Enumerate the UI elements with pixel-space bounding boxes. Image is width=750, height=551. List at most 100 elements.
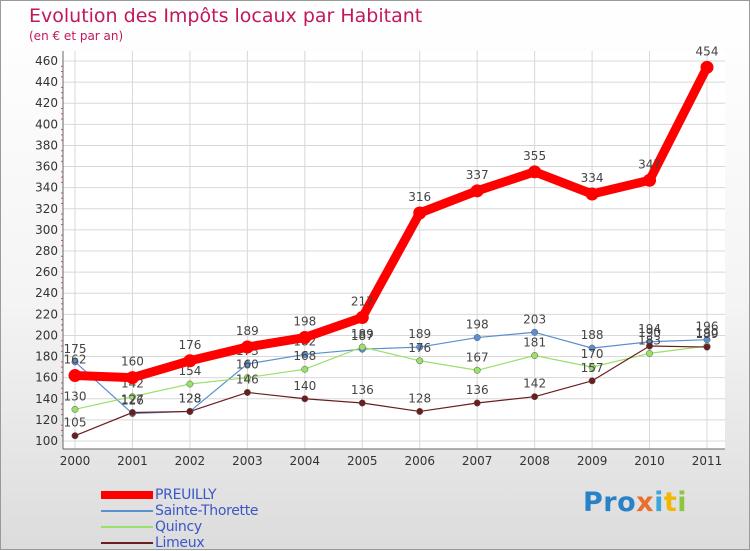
data-label-quincy-2009: 170 [581,347,604,361]
data-point-preuilly-2000 [68,369,82,383]
data-point-preuilly-2002 [183,354,197,368]
proxiti-logo: Proxiti [583,487,688,518]
data-label-sainte-thorette-2002: 128 [178,391,201,405]
legend: PREUILLY Sainte-Thorette Quincy Limeux [101,487,259,551]
data-label-limeux-2004: 140 [293,379,316,393]
data-label-sainte-thorette-2008: 203 [523,312,546,326]
data-point-preuilly-2011 [700,60,714,74]
series-line-quincy [74,345,708,410]
legend-label-quincy: Quincy [155,519,202,535]
data-point-limeux-2004 [301,395,309,403]
data-label-sainte-thorette-2006: 189 [408,327,431,341]
data-label-sainte-thorette-2005: 187 [351,329,374,343]
data-label-preuilly-2005: 217 [351,295,374,309]
x-tick-label-2000: 2000 [60,454,91,468]
x-tick-label-2004: 2004 [290,454,321,468]
legend-swatch-quincy [101,526,153,528]
x-tick-label-2006: 2006 [404,454,435,468]
data-point-quincy-2003 [243,374,251,382]
x-tick-label-2002: 2002 [175,454,206,468]
legend-item-preuilly: PREUILLY [101,487,258,503]
data-point-preuilly-2007 [470,184,484,198]
data-label-quincy-2007: 167 [466,350,489,364]
data-label-limeux-2008: 142 [523,377,546,391]
data-point-quincy-2004 [301,365,309,373]
chart-subtitle: (en € et par an) [29,29,124,43]
x-tick-label-2010: 2010 [634,454,665,468]
y-tick-label-360: 360 [35,160,58,174]
y-tick-label-260: 260 [35,265,58,279]
legend-label-limeux: Limeux [155,535,205,551]
data-label-limeux-2010: 190 [638,326,661,340]
y-tick-label-200: 200 [35,328,58,342]
data-point-sainte-thorette-2003 [243,360,251,368]
legend-swatch-limeux [101,542,153,544]
data-point-sainte-thorette-2008 [531,328,539,336]
y-tick-label-100: 100 [35,434,58,448]
data-point-limeux-2011 [703,343,711,351]
data-point-preuilly-2009 [585,187,599,201]
x-tick-label-2005: 2005 [347,454,378,468]
data-label-preuilly-2001: 160 [121,355,144,369]
data-label-preuilly-2009: 334 [581,171,604,185]
data-label-limeux-2006: 128 [408,391,431,405]
data-point-quincy-2008 [531,352,539,359]
x-tick-label-2009: 2009 [577,454,608,468]
data-point-quincy-2000 [71,405,79,413]
data-point-quincy-2007 [473,366,481,374]
data-label-quincy-2008: 181 [523,336,546,350]
x-tick-label-2003: 2003 [232,454,263,468]
y-tick-label-220: 220 [35,307,58,321]
legend-item-sainte-thorette: Sainte-Thorette [101,503,259,519]
legend-item-quincy: Quincy [101,519,258,535]
data-label-sainte-thorette-2009: 188 [581,328,604,342]
y-tick-label-300: 300 [35,223,58,237]
data-label-quincy-2003: 160 [236,358,259,372]
y-tick-label-380: 380 [35,138,58,152]
y-tick-label-440: 440 [35,75,58,89]
data-label-quincy-2005: 189 [351,327,374,341]
y-tick-label-400: 400 [35,117,58,131]
data-point-preuilly-2010 [643,173,657,187]
data-label-limeux-2001: 127 [121,393,144,407]
data-point-quincy-2009 [588,363,596,371]
legend-swatch-sainte-thorette [101,510,153,512]
data-label-quincy-2000: 130 [64,389,87,403]
data-label-sainte-thorette-2000: 175 [64,342,87,356]
data-label-limeux-2002: 128 [178,391,201,405]
data-label-preuilly-2002: 176 [178,338,201,352]
data-label-limeux-2003: 146 [236,372,259,386]
series-line-limeux [74,345,708,437]
y-tick-label-320: 320 [35,202,58,216]
plot-area [63,51,725,449]
data-label-preuilly-2007: 337 [466,168,489,182]
data-point-limeux-2007 [473,399,481,407]
data-label-quincy-2006: 176 [408,341,431,355]
data-point-limeux-2000 [71,432,79,440]
chart-title: Evolution des Impôts locaux par Habitant [29,5,423,27]
data-label-limeux-2007: 136 [466,383,489,397]
data-point-limeux-2009 [588,377,596,385]
y-tick-label-240: 240 [35,286,58,300]
data-point-limeux-2001 [129,409,136,416]
data-point-sainte-thorette-2009 [588,344,596,352]
data-label-sainte-thorette-2007: 198 [466,318,489,332]
legend-swatch-preuilly [101,491,153,499]
legend-label-preuilly: PREUILLY [155,487,217,503]
data-point-limeux-2006 [416,407,424,415]
data-label-limeux-2000: 105 [64,416,87,430]
legend-label-sainte-thorette: Sainte-Thorette [155,503,259,519]
data-point-preuilly-2008 [528,165,542,179]
data-point-preuilly-2001 [125,371,139,385]
y-tick-label-280: 280 [35,244,58,258]
y-tick-label-120: 120 [35,413,58,427]
y-tick-label-180: 180 [35,350,58,364]
data-label-quincy-2011: 190 [696,326,719,340]
data-label-preuilly-2006: 316 [408,190,431,204]
data-point-limeux-2002 [186,407,194,415]
data-point-quincy-2010 [646,349,653,357]
data-label-preuilly-2003: 189 [236,324,259,338]
x-tick-label-2007: 2007 [462,454,493,468]
